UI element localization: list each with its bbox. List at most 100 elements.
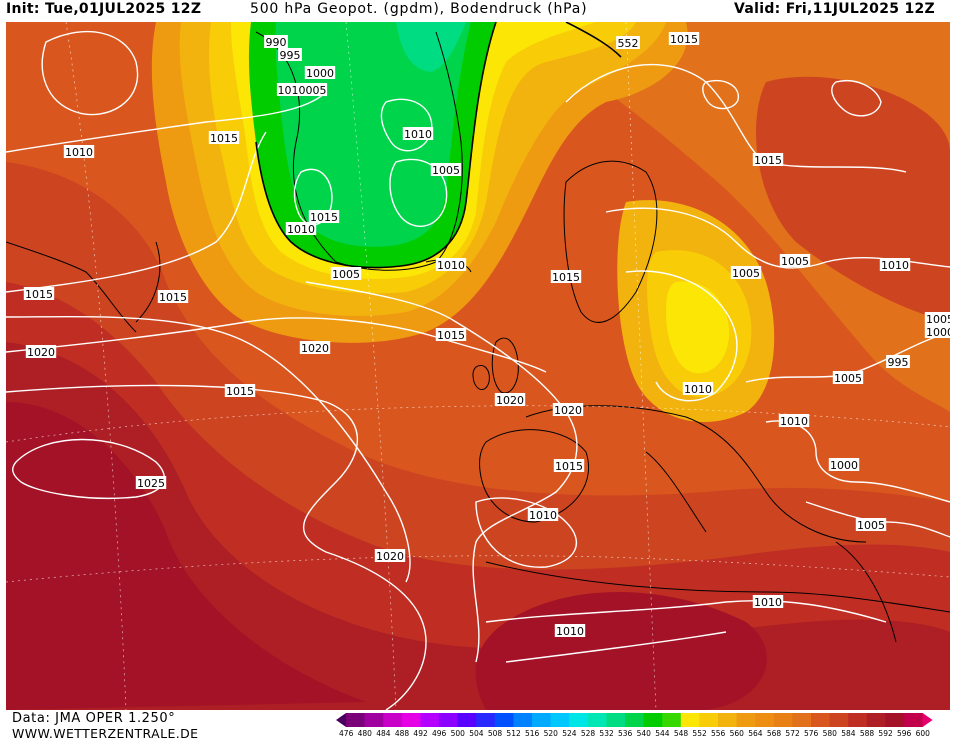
legend-tick-label: 548 <box>673 729 689 738</box>
isobar-label-bg <box>285 222 317 235</box>
legend-tick-label: 584 <box>841 729 856 738</box>
isobar-label: 1005 <box>779 254 811 268</box>
isobar-label: 995 <box>886 355 910 369</box>
isobar-label-bg <box>330 267 362 280</box>
isobar-label-bg <box>828 458 860 471</box>
legend-tick-label: 504 <box>469 729 484 738</box>
legend-arrow-high <box>922 713 933 727</box>
isobar-label: 1020 <box>374 549 406 563</box>
isobar-label-text: 1000 <box>306 67 334 80</box>
isobar-label-bg <box>374 549 406 562</box>
isobar-label: 1020 <box>25 345 57 359</box>
isobar-labels: 9909951000101000510151010101010051015101… <box>23 32 950 638</box>
legend-swatch <box>885 713 905 727</box>
isobar-label: 1015 <box>308 210 340 224</box>
isobar-line <box>293 168 333 226</box>
legend-tick-label: 496 <box>432 729 447 738</box>
legend-swatch <box>904 713 924 727</box>
isobar-label-bg <box>879 258 911 271</box>
isobar-label-text: 1000 <box>926 326 950 339</box>
isobar-label-bg <box>778 414 810 427</box>
site-url-label: WWW.WETTERZENTRALE.DE <box>12 726 199 741</box>
graticule <box>6 22 950 710</box>
isobar-label: 1020 <box>552 403 584 417</box>
isobar-label-text: 1020 <box>301 342 329 355</box>
isobar-label-bg <box>494 393 526 406</box>
europe-south-coast <box>525 405 867 543</box>
isobar-line <box>12 438 165 500</box>
isobar-label-text: 1005 <box>432 164 460 177</box>
isobar-label-bg <box>554 624 586 637</box>
legend-swatch <box>476 713 496 727</box>
isobar-label-text: 1005 <box>332 268 360 281</box>
graticule-line <box>625 22 657 710</box>
isobar-line <box>6 384 427 710</box>
isobar-line <box>485 600 887 623</box>
middle-east-coast <box>835 541 897 643</box>
legend-swatch <box>829 713 849 727</box>
legend-tick-label: 516 <box>525 729 540 738</box>
legend-swatch <box>532 713 552 727</box>
isobar-label-text: 1020 <box>27 346 55 359</box>
chart-title: 500 hPa Geopot. (gpdm), Bodendruck (hPa) <box>250 1 588 17</box>
isobar-label: 1010 <box>778 414 810 428</box>
band-552-europe <box>666 281 730 374</box>
isobar-label-bg <box>304 66 336 79</box>
legend-tick-label: 492 <box>413 729 428 738</box>
isobar-label-text: 1020 <box>496 394 524 407</box>
isobar-line <box>765 420 950 503</box>
legend-tick-label: 512 <box>506 729 521 738</box>
data-source-label: Data: JMA OPER 1.250° <box>12 711 176 726</box>
isobar-label: 1015 <box>435 328 467 342</box>
isobar-label: 1010 <box>435 258 467 272</box>
isobar-label-text: 1010 <box>780 415 808 428</box>
isobar-label-text: 552 <box>618 37 639 50</box>
isobar-label-text: 1010 <box>529 509 557 522</box>
isobar-label-bg <box>276 83 328 96</box>
legend-tick-label: 568 <box>766 729 782 738</box>
isobar-label-bg <box>832 371 864 384</box>
isobar-label-bg <box>157 290 189 303</box>
labrador-coast <box>135 241 161 323</box>
isobar-label: 990 <box>264 35 288 49</box>
legend-tick-label: 588 <box>859 729 875 738</box>
greenland-coast <box>255 31 463 271</box>
legend-tick-label: 552 <box>692 729 707 738</box>
isobar-label-bg <box>299 341 331 354</box>
legend-arrow-low <box>336 713 346 727</box>
isobar-label-bg <box>430 163 462 176</box>
isobar-label-bg <box>730 266 762 279</box>
isobar-line <box>702 80 740 110</box>
isobar-label: 1010005 <box>276 83 328 97</box>
legend-tick-label: 580 <box>822 729 837 738</box>
isobar-label-bg <box>924 325 950 338</box>
band-596-africa <box>475 592 767 710</box>
weather-map: 990 995 1000 1010005 1015 1010 1010 1005 1015 101… <box>6 22 950 710</box>
isobar-label: 1015 <box>553 459 585 473</box>
isobar-label-text: 1025 <box>137 477 165 490</box>
isobar-label-bg <box>553 459 585 472</box>
isobar-label: 995 <box>278 48 302 62</box>
isobar-label-text: 1015 <box>310 211 338 224</box>
isobar-label-bg <box>752 153 784 166</box>
isobar-label-text: 1005 <box>732 267 760 280</box>
legend-swatch <box>643 713 663 727</box>
isobar-line <box>6 131 267 293</box>
isobar-label: 1000 <box>924 325 950 339</box>
legend-swatch <box>718 713 738 727</box>
legend-swatch <box>773 713 793 727</box>
isobar-line <box>305 281 578 663</box>
isobar-label: 1015 <box>23 287 55 301</box>
geopotential-552-contour <box>565 22 622 58</box>
isobar-label-bg <box>208 131 240 144</box>
isobar-label: 1015 <box>752 153 784 167</box>
isobar-label-text: 1015 <box>25 288 53 301</box>
isobar-label-text: 1005 <box>781 255 809 268</box>
isobar-label: 1000 <box>828 458 860 472</box>
isobar-label-text: 1015 <box>670 33 698 46</box>
isobar-label: 1015 <box>668 32 700 46</box>
isobar-label-bg <box>264 35 288 48</box>
isobar-label-bg <box>616 36 640 49</box>
north-africa-coast <box>485 561 950 613</box>
legend-tick-label: 544 <box>655 729 670 738</box>
